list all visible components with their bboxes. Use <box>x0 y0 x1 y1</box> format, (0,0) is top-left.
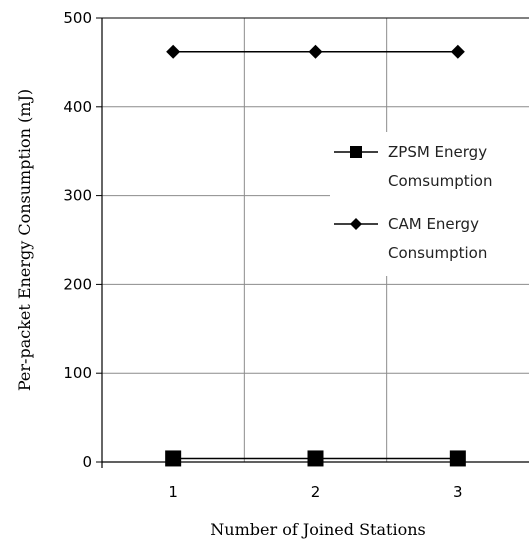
legend-label-cam-line1: CAM Energy <box>388 215 479 233</box>
y-tick-label: 200 <box>63 275 92 293</box>
y-tick-label: 0 <box>82 453 92 471</box>
legend: ZPSM Energy Comsumption CAM Energy Consu… <box>330 132 529 276</box>
data-point-cam <box>166 44 181 59</box>
data-point-zpsm <box>307 450 324 467</box>
legend-marker-cam <box>350 218 362 230</box>
y-axis-title: Per-packet Energy Consumption (mJ) <box>15 89 34 391</box>
y-tick-labels: 0 100 200 300 400 500 <box>63 9 92 471</box>
x-tick-labels: 1 2 3 <box>168 483 462 501</box>
x-axis-title: Number of Joined Stations <box>210 520 425 539</box>
legend-marker-zpsm <box>350 146 362 158</box>
x-tick-label: 3 <box>453 483 463 501</box>
data-point-cam <box>308 44 323 59</box>
legend-label-zpsm-line1: ZPSM Energy <box>388 143 487 161</box>
legend-label-zpsm-line2: Comsumption <box>388 172 492 190</box>
y-tick-label: 100 <box>63 364 92 382</box>
y-tick-label: 300 <box>63 187 92 205</box>
legend-background <box>330 132 529 276</box>
x-tick-label: 2 <box>311 483 321 501</box>
y-tick-label: 500 <box>63 9 92 27</box>
x-tick-label: 1 <box>168 483 178 501</box>
data-point-cam <box>450 44 465 59</box>
legend-label-cam-line2: Consumption <box>388 244 487 262</box>
data-point-zpsm <box>165 450 182 467</box>
y-tick-label: 400 <box>63 98 92 116</box>
series-layer <box>165 44 466 467</box>
data-point-zpsm <box>449 450 466 467</box>
